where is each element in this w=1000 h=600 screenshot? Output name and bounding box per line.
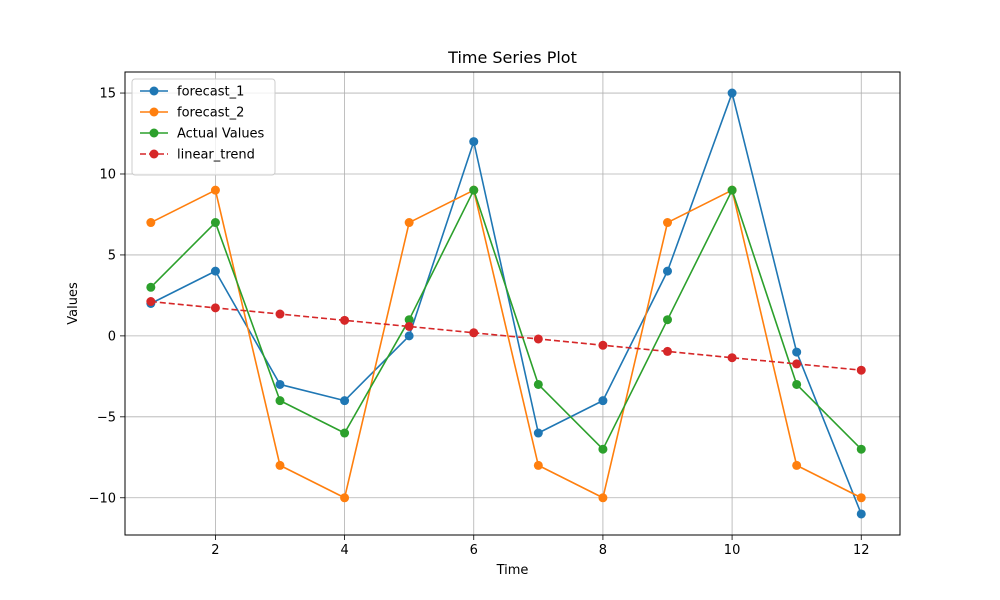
grid-lines [125, 72, 900, 535]
data-point [598, 340, 608, 350]
data-point [469, 328, 479, 338]
data-point [727, 353, 737, 363]
chart-title: Time Series Plot [447, 48, 577, 67]
legend-item: forecast_1 [140, 85, 244, 100]
data-point [792, 460, 802, 470]
data-point [210, 266, 220, 276]
x-tick-label: 10 [724, 543, 741, 558]
data-point [275, 396, 285, 406]
data-point [404, 315, 414, 325]
data-point [663, 218, 672, 228]
data-point [146, 218, 156, 228]
data-point [146, 282, 156, 292]
data-point [598, 396, 608, 406]
axis-ticks: 2 4 6 8 10 12 −10 −5 0 5 10 15 [89, 87, 870, 558]
data-point [663, 266, 672, 276]
data-point [210, 218, 220, 228]
data-point [275, 309, 285, 319]
x-tick-label: 4 [340, 543, 348, 558]
legend-item: linear_trend [140, 148, 255, 163]
legend-item: forecast_2 [140, 106, 244, 121]
legend-marker [149, 107, 159, 117]
data-point [533, 379, 543, 389]
series-3 [146, 297, 866, 375]
legend-marker [149, 128, 159, 138]
series-line [150, 300, 862, 371]
data-point [792, 359, 802, 369]
y-tick-label: −5 [97, 410, 116, 425]
legend-label: Actual Values [177, 127, 265, 142]
x-tick-label: 2 [211, 543, 219, 558]
data-point [210, 303, 220, 313]
legend-marker [149, 86, 159, 96]
data-point [598, 444, 608, 454]
series-line [150, 189, 862, 450]
plot-frame [124, 71, 901, 536]
y-tick-label: 10 [99, 167, 116, 182]
data-point [404, 218, 414, 228]
data-point [856, 493, 866, 503]
legend-label: forecast_2 [177, 106, 244, 121]
data-point [792, 379, 802, 389]
legend-box [131, 78, 276, 176]
data-point [856, 365, 866, 375]
data-point [727, 88, 737, 98]
legend: forecast_1 forecast_2 Actual Values linear_… [131, 78, 276, 176]
data-point [275, 460, 285, 470]
x-tick-label: 6 [470, 543, 478, 558]
data-point [275, 379, 285, 389]
legend-marker [149, 149, 159, 159]
y-tick-label: 0 [108, 329, 116, 344]
series-2 [146, 185, 866, 454]
x-axis-title: Time [496, 563, 529, 578]
data-point [340, 396, 350, 406]
data-point [146, 297, 156, 307]
data-point [340, 428, 350, 438]
data-point [469, 137, 479, 147]
data-point [598, 493, 608, 503]
data-point [340, 315, 350, 325]
data-point [404, 321, 414, 331]
data-point [533, 428, 543, 438]
data-point [856, 444, 866, 454]
data-point [469, 185, 479, 195]
data-point [210, 185, 220, 195]
y-axis-title: Values [66, 282, 81, 325]
data-point [856, 509, 866, 519]
series-layer [146, 88, 866, 519]
data-point [340, 493, 350, 503]
data-point [404, 331, 414, 341]
x-tick-label: 12 [853, 543, 870, 558]
y-tick-label: 5 [108, 248, 116, 263]
data-point [533, 334, 543, 344]
data-point [792, 347, 802, 357]
y-tick-label: −10 [89, 491, 116, 506]
legend-item: Actual Values [140, 127, 265, 142]
data-point [727, 185, 737, 195]
data-point [663, 315, 672, 325]
legend-label: linear_trend [177, 148, 255, 163]
y-tick-label: 15 [99, 87, 116, 102]
series-line [150, 189, 862, 499]
x-tick-label: 8 [599, 543, 607, 558]
legend-label: forecast_1 [177, 85, 244, 100]
data-point [663, 346, 672, 356]
data-point [533, 460, 543, 470]
